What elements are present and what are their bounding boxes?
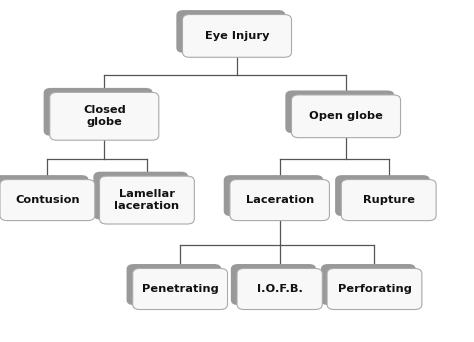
FancyBboxPatch shape <box>327 268 422 310</box>
FancyBboxPatch shape <box>182 14 292 57</box>
FancyBboxPatch shape <box>50 92 159 140</box>
FancyBboxPatch shape <box>230 180 329 221</box>
Text: Open globe: Open globe <box>309 111 383 121</box>
Text: Penetrating: Penetrating <box>142 284 219 294</box>
FancyBboxPatch shape <box>176 10 285 53</box>
Text: Eye Injury: Eye Injury <box>205 31 269 41</box>
FancyBboxPatch shape <box>100 176 194 224</box>
Text: Laceration: Laceration <box>246 195 314 205</box>
FancyBboxPatch shape <box>0 175 89 216</box>
Text: Lamellar
laceration: Lamellar laceration <box>114 189 180 211</box>
FancyBboxPatch shape <box>44 88 153 136</box>
Text: Perforating: Perforating <box>337 284 411 294</box>
FancyBboxPatch shape <box>237 268 322 310</box>
Text: Closed
globe: Closed globe <box>83 105 126 128</box>
FancyBboxPatch shape <box>224 175 323 216</box>
Text: Rupture: Rupture <box>363 195 415 205</box>
FancyBboxPatch shape <box>341 180 436 221</box>
Text: Contusion: Contusion <box>15 195 80 205</box>
FancyBboxPatch shape <box>93 172 188 220</box>
FancyBboxPatch shape <box>321 264 416 305</box>
FancyBboxPatch shape <box>292 95 401 138</box>
FancyBboxPatch shape <box>133 268 228 310</box>
FancyBboxPatch shape <box>231 264 316 305</box>
Text: I.O.F.B.: I.O.F.B. <box>257 284 302 294</box>
FancyBboxPatch shape <box>335 175 430 216</box>
FancyBboxPatch shape <box>285 90 394 133</box>
FancyBboxPatch shape <box>0 180 95 221</box>
FancyBboxPatch shape <box>127 264 221 305</box>
